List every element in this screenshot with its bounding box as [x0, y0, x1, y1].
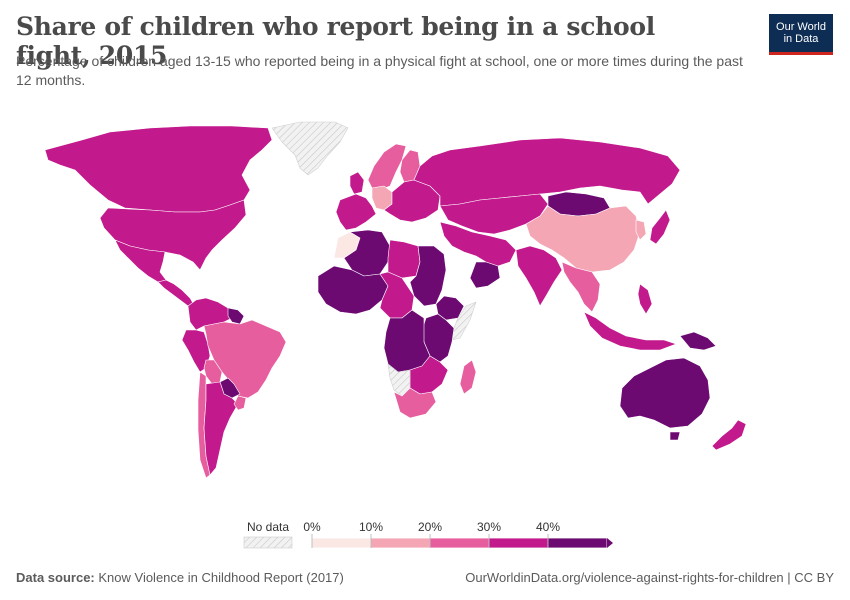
logo-line-1: Our World [776, 21, 826, 33]
legend: No data 0% 10% 20% 30% 40% [243, 520, 613, 549]
legend-tick-label: 0% [303, 520, 321, 534]
legend-tick-label: 10% [359, 520, 383, 534]
map-region-guyana[interactable] [227, 307, 245, 325]
map-region-dr-congo-angola[interactable] [383, 309, 431, 373]
data-source: Data source: Know Violence in Childhood … [16, 570, 344, 585]
map-region-central-africa[interactable] [379, 271, 415, 319]
chart-title: Share of children who report being in a … [16, 12, 655, 70]
legend-arrow-icon [607, 538, 613, 548]
legend-no-data-swatch[interactable] [243, 536, 293, 549]
map-region-yemen-oman[interactable] [469, 261, 501, 289]
map-region-papua-new-guinea[interactable] [679, 331, 717, 351]
map-region-south-africa[interactable] [393, 387, 437, 419]
legend-no-data-label: No data [247, 520, 289, 534]
map-region-myanmar-thailand[interactable] [561, 261, 601, 313]
footer-url[interactable]: OurWorldinData.org/violence-against-righ… [465, 570, 834, 585]
map-region-colombia-venezuela[interactable] [187, 297, 233, 331]
map-region-canada[interactable] [44, 125, 273, 213]
legend-bin[interactable] [370, 537, 431, 549]
data-source-label: Data source: [16, 570, 95, 585]
logo-line-2: in Data [783, 33, 819, 45]
map-region-philippines[interactable] [637, 283, 653, 315]
map-region-new-zealand[interactable] [711, 419, 747, 451]
owid-logo[interactable]: Our World in Data [769, 14, 833, 55]
map-region-greenland[interactable] [271, 121, 349, 176]
data-source-text[interactable]: Know Violence in Childhood Report (2017) [98, 570, 344, 585]
footer: Data source: Know Violence in Childhood … [16, 570, 834, 585]
map-region-scandinavia[interactable] [367, 143, 407, 191]
map-region-tasmania[interactable] [669, 431, 681, 441]
legend-bin[interactable] [429, 537, 490, 549]
map-region-argentina[interactable] [203, 381, 239, 476]
map-region-middle-east[interactable] [439, 221, 517, 267]
map-region-western-europe[interactable] [335, 193, 377, 231]
map-region-india[interactable] [515, 245, 563, 307]
legend-tick-label: 30% [477, 520, 501, 534]
map-region-central-america[interactable] [157, 279, 195, 307]
map-region-libya[interactable] [387, 239, 421, 279]
legend-tick-label: 40% [536, 520, 560, 534]
legend-bin[interactable] [488, 537, 549, 549]
map-region-indonesia[interactable] [583, 311, 677, 351]
map-region-uk[interactable] [349, 171, 365, 195]
map-region-australia[interactable] [619, 357, 711, 429]
map-region-russia[interactable] [413, 137, 681, 207]
legend-tick-label: 20% [418, 520, 442, 534]
map-region-japan[interactable] [649, 209, 671, 245]
legend-bin[interactable] [311, 537, 372, 549]
map-region-uruguay[interactable] [233, 395, 247, 411]
legend-bin[interactable] [547, 537, 608, 549]
map-region-madagascar[interactable] [459, 359, 477, 395]
map-region-china[interactable] [525, 205, 641, 273]
world-map [44, 121, 747, 479]
map-region-korea[interactable] [635, 219, 647, 241]
chart-subtitle: Percentage of children aged 13-15 who re… [16, 53, 743, 88]
map-region-egypt-sudan[interactable] [409, 245, 447, 307]
